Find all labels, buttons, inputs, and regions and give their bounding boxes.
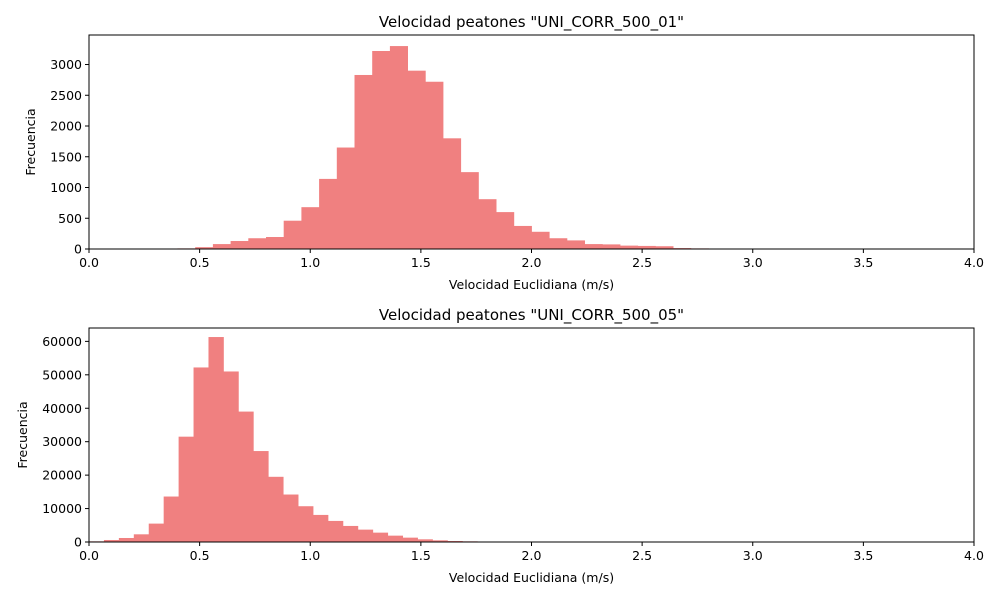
x-tick-label: 3.0 (743, 548, 763, 563)
histogram-bar (238, 411, 254, 542)
histogram-bar (118, 537, 135, 542)
x-tick-label: 4.0 (964, 255, 984, 270)
histogram-bar (336, 147, 355, 249)
plot-frame (88, 327, 975, 543)
x-tick-label: 0.5 (190, 255, 210, 270)
histogram-bar (248, 238, 267, 249)
x-tick-label: 1.0 (300, 255, 320, 270)
x-tick-label: 1.0 (300, 548, 320, 563)
histogram-bar (425, 81, 444, 249)
histogram-bar (354, 74, 373, 249)
histogram-bar (268, 476, 284, 542)
histogram-bar (342, 525, 359, 542)
histogram-bar (531, 231, 550, 249)
histogram-bar (313, 514, 329, 542)
histogram-bar (178, 436, 194, 542)
y-axis-ticks: 0 10000 20000 30000 40000 50000 60000 (42, 334, 89, 550)
histogram-bar (387, 535, 404, 542)
histogram-bar (327, 520, 344, 542)
y-tick-label: 60000 (42, 334, 82, 349)
y-tick-label: 3000 (50, 57, 82, 72)
y-axis-ticks: 0 500 1000 1500 2000 2500 3000 (50, 57, 89, 257)
x-tick-label: 0.0 (79, 255, 99, 270)
histogram-bar (372, 50, 391, 250)
x-tick-label: 1.5 (411, 255, 431, 270)
y-tick-label: 0 (74, 242, 82, 257)
y-tick-label: 10000 (42, 501, 82, 516)
plot-frame (88, 34, 975, 250)
x-tick-label: 4.0 (964, 548, 984, 563)
histogram-bar (133, 534, 150, 542)
histogram-bar (193, 367, 209, 542)
histogram-bar (566, 240, 585, 249)
histogram-bar (298, 506, 314, 542)
chart-uni-corr-500-05: Velocidad peatones "UNI_CORR_500_05" 0.0… (15, 306, 984, 585)
histogram-bar (163, 496, 179, 542)
y-tick-label: 40000 (42, 401, 82, 416)
y-tick-label: 1000 (50, 180, 82, 195)
histogram-bar (103, 539, 120, 542)
histogram-bar (301, 207, 320, 249)
x-tick-label: 3.5 (853, 255, 873, 270)
histogram-bar (148, 523, 165, 542)
histogram-bar (389, 46, 408, 249)
histogram-bar (443, 138, 462, 249)
histogram-bar (253, 451, 269, 542)
x-tick-label: 0.0 (79, 548, 99, 563)
histogram-bar (513, 225, 532, 249)
histogram-bar (417, 539, 433, 542)
histogram-bar (620, 245, 639, 249)
x-tick-label: 2.0 (522, 548, 542, 563)
histogram-bars (89, 337, 538, 542)
histogram-bar (208, 337, 224, 542)
x-tick-label: 3.0 (743, 255, 763, 270)
y-tick-label: 2000 (50, 119, 82, 134)
histogram-bar (230, 241, 249, 249)
histogram-bar (283, 220, 302, 249)
histogram-bar (266, 237, 285, 249)
x-tick-label: 0.5 (190, 548, 210, 563)
histogram-bar (496, 212, 515, 249)
chart-uni-corr-500-01: Velocidad peatones "UNI_CORR_500_01" 0.0… (23, 13, 984, 292)
histogram-bar (478, 199, 497, 249)
chart-title: Velocidad peatones "UNI_CORR_500_05" (379, 306, 684, 325)
histogram-bar (195, 247, 214, 249)
histogram-bar (223, 371, 239, 542)
histogram-bar (584, 244, 603, 249)
histogram-bar (402, 537, 418, 542)
y-tick-label: 50000 (42, 367, 82, 382)
histogram-bar (432, 540, 448, 542)
histogram-bar (637, 245, 656, 249)
histogram-bars (177, 46, 727, 250)
y-axis-label: Frecuencia (23, 108, 38, 175)
x-tick-label: 3.5 (853, 548, 873, 563)
x-tick-label: 2.0 (522, 255, 542, 270)
histogram-bar (357, 529, 374, 542)
histogram-bar (212, 244, 231, 249)
x-tick-label: 1.5 (411, 548, 431, 563)
histogram-bar (602, 244, 621, 249)
y-tick-label: 500 (58, 211, 82, 226)
x-axis-label: Velocidad Euclidiana (m/s) (449, 277, 614, 292)
y-tick-label: 1500 (50, 149, 82, 164)
histogram-bar (283, 494, 299, 542)
x-tick-label: 2.5 (632, 548, 652, 563)
histogram-bar (372, 532, 389, 542)
y-tick-label: 0 (74, 535, 82, 550)
chart-title: Velocidad peatones "UNI_CORR_500_01" (379, 13, 684, 32)
x-axis-label: Velocidad Euclidiana (m/s) (449, 570, 614, 585)
x-axis-ticks: 0.0 0.5 1.0 1.5 2.0 2.5 3.0 3.5 4.0 (79, 542, 984, 563)
y-axis-label: Frecuencia (15, 401, 30, 468)
y-tick-label: 2500 (50, 88, 82, 103)
y-tick-label: 20000 (42, 468, 82, 483)
x-tick-label: 2.5 (632, 255, 652, 270)
histogram-bar (460, 172, 479, 249)
y-tick-label: 30000 (42, 434, 82, 449)
x-axis-ticks: 0.0 0.5 1.0 1.5 2.0 2.5 3.0 3.5 4.0 (79, 249, 984, 270)
histogram-bar (407, 70, 426, 249)
histogram-bar (549, 238, 568, 249)
histogram-bar (655, 246, 674, 249)
histogram-bar (319, 178, 338, 249)
